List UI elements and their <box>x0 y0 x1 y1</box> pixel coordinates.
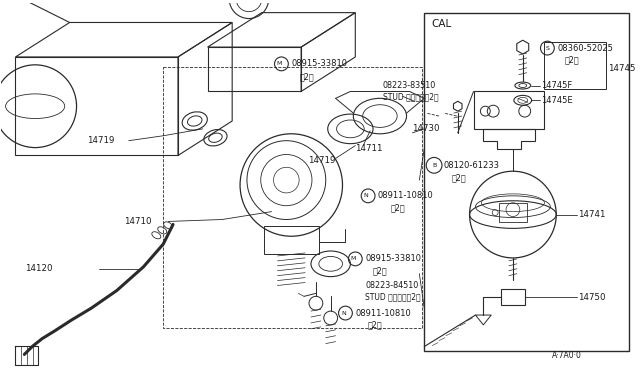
Bar <box>424 13 629 350</box>
Text: （2）: （2） <box>299 72 314 81</box>
Text: （2）: （2） <box>373 266 388 275</box>
Text: 14120: 14120 <box>26 264 53 273</box>
Text: 08911-10810: 08911-10810 <box>355 308 411 318</box>
Text: 14711: 14711 <box>355 144 383 153</box>
Bar <box>501 289 525 305</box>
Text: 14745E: 14745E <box>541 96 573 105</box>
Text: 08915-33810: 08915-33810 <box>365 254 421 263</box>
Text: 14741: 14741 <box>578 210 605 219</box>
Text: 08915-33810: 08915-33810 <box>291 60 348 68</box>
Text: 08360-52025: 08360-52025 <box>557 44 613 52</box>
Text: （2）: （2） <box>391 203 405 212</box>
Text: A·7A0·0: A·7A0·0 <box>552 351 582 360</box>
Text: 08223-84510: 08223-84510 <box>365 281 419 290</box>
Text: 14745F: 14745F <box>541 81 573 90</box>
Text: N: N <box>364 193 369 198</box>
Text: N: N <box>341 311 346 315</box>
Text: 14745: 14745 <box>609 64 636 73</box>
Text: 14710: 14710 <box>124 217 151 226</box>
Text: 08120-61233: 08120-61233 <box>444 161 500 170</box>
Text: （2）: （2） <box>565 55 580 64</box>
Text: 14719: 14719 <box>88 136 115 145</box>
Bar <box>264 227 319 254</box>
Text: 14750: 14750 <box>578 293 605 302</box>
Text: 08911-10810: 08911-10810 <box>378 191 434 201</box>
Text: STUD スタッド（2）: STUD スタッド（2） <box>365 293 420 302</box>
Text: M: M <box>276 61 282 66</box>
Bar <box>545 42 605 90</box>
Text: 14719: 14719 <box>308 156 335 165</box>
Text: （2）: （2） <box>367 320 381 329</box>
Text: （2）: （2） <box>452 174 467 183</box>
Text: 08223-83510: 08223-83510 <box>383 81 436 90</box>
Text: S: S <box>545 46 549 51</box>
Text: 14730: 14730 <box>412 124 440 134</box>
Text: STUD スタッド（2）: STUD スタッド（2） <box>383 93 438 102</box>
Bar <box>499 203 527 222</box>
Text: B: B <box>432 163 436 168</box>
Bar <box>474 92 545 129</box>
Text: M: M <box>351 256 356 262</box>
Text: CAL: CAL <box>431 19 451 29</box>
